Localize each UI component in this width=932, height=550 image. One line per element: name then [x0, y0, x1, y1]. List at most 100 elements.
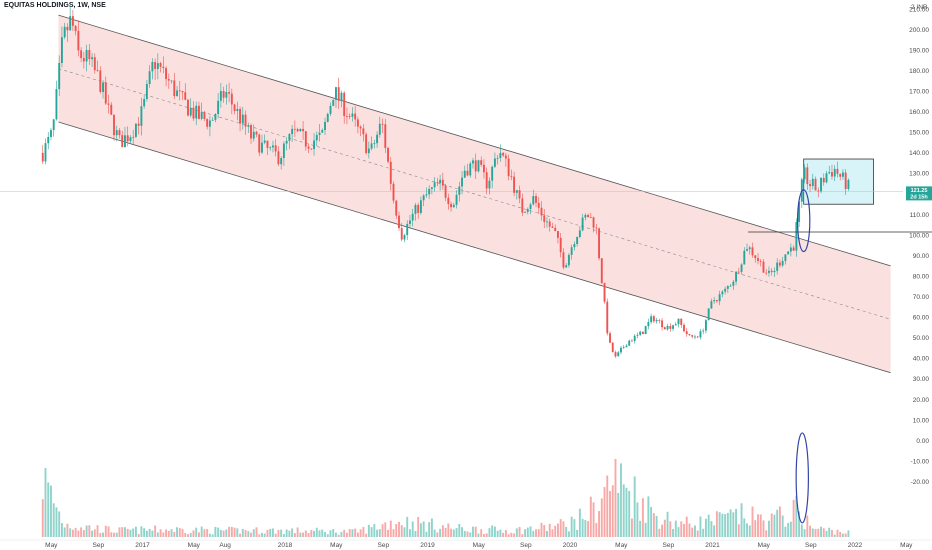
volume-bar [576, 529, 579, 537]
candle-body [650, 316, 653, 323]
price-tick-label: 0.00 [916, 438, 929, 445]
volume-bar [806, 515, 809, 537]
volume-bar [515, 528, 518, 537]
volume-bar [255, 527, 258, 537]
price-tick-label: 30.00 [913, 376, 930, 383]
candle-body [329, 105, 332, 114]
candle-body [419, 200, 422, 213]
candle-body [614, 352, 617, 357]
volume-bar [115, 532, 118, 537]
volume-bar [669, 521, 672, 537]
volume-bar [652, 513, 655, 537]
volume-bar [247, 531, 250, 537]
price-tick-label: 210.00 [909, 6, 929, 13]
volume-bar [71, 529, 74, 537]
volume-bar [69, 528, 72, 537]
volume-bar [389, 520, 392, 537]
candle-body [792, 247, 795, 251]
candle-body [526, 209, 529, 212]
volume-bar [504, 530, 507, 537]
volume-bar [551, 529, 554, 537]
volume-bar [524, 529, 527, 537]
candle-body [124, 135, 126, 148]
candle-body [178, 90, 181, 92]
candle-body [576, 237, 579, 245]
candle-body [239, 108, 242, 124]
volume-bar [466, 531, 469, 537]
candle-body [277, 151, 280, 165]
candle-body [296, 129, 299, 132]
volume-bar [428, 522, 431, 537]
volume-bar [754, 520, 757, 537]
volume-bar [60, 523, 63, 537]
candle-body [592, 217, 595, 228]
candle-body [217, 100, 220, 115]
candle-body [609, 333, 611, 343]
volume-bar [63, 527, 66, 537]
candle-body [647, 322, 650, 327]
volume-bar [156, 532, 159, 537]
time-tick-label: May [45, 542, 58, 549]
volume-bar [403, 527, 406, 537]
volume-bar [134, 526, 137, 537]
channel-layer [58, 14, 891, 374]
volume-bar [554, 525, 557, 537]
current-price-value: 121.25 [911, 188, 928, 194]
candle-body [203, 112, 206, 120]
candle-body [595, 227, 598, 229]
candle-body [469, 163, 472, 176]
candle-body [392, 183, 395, 201]
volume-bar [376, 529, 379, 537]
volume-bar [820, 526, 822, 537]
candle-body [729, 285, 732, 287]
volume-bar [726, 512, 729, 537]
candle-body [556, 231, 559, 238]
volume-bar [778, 506, 781, 537]
volume-bar [502, 532, 505, 537]
volume-bar [324, 532, 326, 537]
volume-bar [140, 526, 143, 537]
candle-body [348, 116, 351, 118]
time-tick-label: 2021 [705, 542, 720, 549]
candle-body [271, 145, 274, 148]
candle-body [389, 161, 392, 184]
volume-bar [461, 527, 463, 537]
candle-body [444, 185, 447, 198]
volume-bar [526, 527, 529, 537]
volume-bar [748, 525, 751, 537]
volume-bar [630, 518, 633, 537]
volume-bar [362, 527, 365, 537]
volume-bar [674, 520, 677, 537]
volume-bar [400, 525, 403, 537]
candle-body [170, 80, 173, 82]
volume-bar [219, 529, 222, 537]
current-price-countdown: 2d 15h [910, 194, 928, 200]
candle-body [546, 221, 548, 223]
candle-body [718, 294, 721, 302]
price-tick-label: 180.00 [909, 68, 929, 75]
candle-body [104, 82, 107, 104]
volume-bar [452, 529, 455, 537]
candle-body [713, 300, 716, 302]
candle-body [230, 93, 233, 105]
price-tick-label: 130.00 [909, 171, 929, 178]
volume-bar [269, 528, 272, 537]
candle-body [743, 250, 746, 265]
candle-body [176, 90, 178, 97]
volume-bar [513, 533, 516, 537]
volume-bar [178, 528, 181, 537]
candle-body [167, 79, 170, 81]
volume-bar [77, 530, 80, 537]
price-tick-label: 60.00 [913, 315, 930, 322]
volume-bar [88, 525, 91, 537]
volume-bar [211, 534, 214, 537]
volume-bar [173, 531, 176, 537]
candle-body [491, 166, 494, 181]
candle-body [581, 217, 584, 231]
candle-body [134, 123, 137, 137]
volume-bar [55, 507, 58, 537]
candle-body [315, 135, 318, 141]
volume-bar [562, 521, 565, 537]
candle-body [699, 331, 702, 338]
